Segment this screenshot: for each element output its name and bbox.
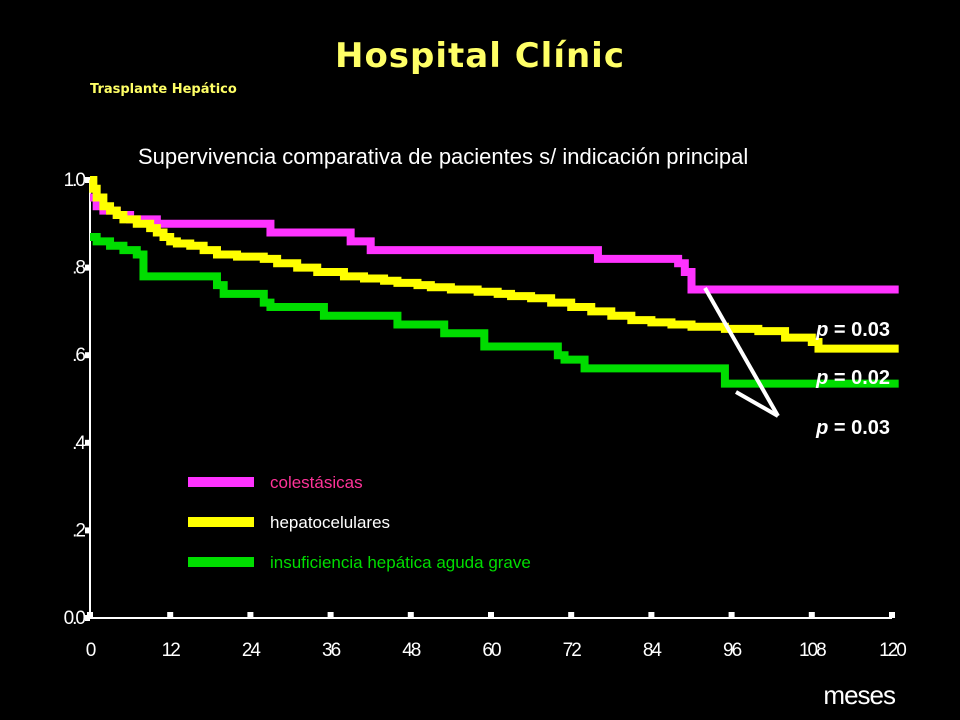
x-tick-label: 12 bbox=[162, 640, 181, 661]
legend-label: insuficiencia hepática aguda grave bbox=[270, 553, 531, 572]
chart-title: Supervivencia comparativa de pacientes s… bbox=[138, 144, 749, 169]
department-subtitle: Trasplante Hepático bbox=[90, 82, 237, 97]
y-tick-mark bbox=[85, 527, 90, 534]
y-tick-label: .6 bbox=[72, 345, 85, 366]
survival-curve-1 bbox=[89, 176, 899, 353]
survival-curves bbox=[89, 176, 899, 388]
p-value-label: p = 0.03 bbox=[815, 319, 890, 341]
x-tick-mark bbox=[728, 612, 735, 618]
legend-label: colestásicas bbox=[270, 473, 363, 492]
y-tick-mark bbox=[85, 352, 90, 359]
x-tick-mark bbox=[808, 612, 815, 618]
x-tick-mark bbox=[407, 612, 414, 618]
y-tick-mark bbox=[85, 439, 90, 446]
y-tick-label: 1.0 bbox=[64, 170, 86, 191]
x-tick-mark bbox=[247, 612, 254, 618]
y-tick-label: .2 bbox=[72, 520, 85, 541]
hospital-title: Hospital Clínic bbox=[334, 36, 625, 76]
x-tick-label: 108 bbox=[799, 640, 826, 661]
p-value-label: p = 0.03 bbox=[815, 417, 890, 439]
x-tick-label: 60 bbox=[482, 640, 501, 661]
legend: colestásicas hepatocelulares insuficiencia… bbox=[188, 473, 531, 572]
x-tick-mark bbox=[648, 612, 655, 618]
y-tick-label: .8 bbox=[72, 258, 85, 279]
axes: 0.0 .2 .4 .6 .8 1.0 0 12 24 36 48 60 72 84 96 108 120 bbox=[64, 170, 909, 661]
x-axis-label: meses bbox=[823, 680, 896, 710]
survival-curve-2 bbox=[90, 232, 899, 388]
p-value-annotations: p = 0.03 p = 0.02 p = 0.03 bbox=[703, 287, 890, 439]
x-tick-label: 36 bbox=[322, 640, 341, 661]
x-tick-label: 120 bbox=[879, 640, 906, 661]
y-tick-label: .4 bbox=[72, 433, 86, 454]
y-tick-mark bbox=[85, 264, 90, 271]
legend-swatch bbox=[188, 557, 254, 567]
x-tick-label: 96 bbox=[723, 640, 742, 661]
x-tick-mark bbox=[889, 612, 895, 618]
x-tick-label: 84 bbox=[643, 640, 663, 661]
annotation-pointer bbox=[735, 390, 779, 418]
annotation-pointer bbox=[703, 287, 780, 417]
x-tick-mark bbox=[327, 612, 334, 618]
x-tick-label: 0 bbox=[86, 640, 96, 661]
legend-label: hepatocelulares bbox=[270, 513, 390, 532]
x-tick-mark bbox=[488, 612, 494, 618]
y-tick-mark bbox=[85, 177, 90, 183]
x-tick-label: 48 bbox=[402, 640, 421, 661]
p-value-label: p = 0.02 bbox=[815, 367, 890, 389]
x-tick-label: 24 bbox=[242, 640, 262, 661]
x-tick-mark bbox=[568, 612, 575, 618]
y-tick-label: 0.0 bbox=[64, 608, 86, 629]
x-tick-label: 72 bbox=[563, 640, 582, 661]
legend-swatch bbox=[188, 477, 254, 487]
x-tick-mark bbox=[167, 612, 174, 618]
x-tick-mark bbox=[87, 612, 93, 618]
legend-swatch bbox=[188, 517, 254, 527]
